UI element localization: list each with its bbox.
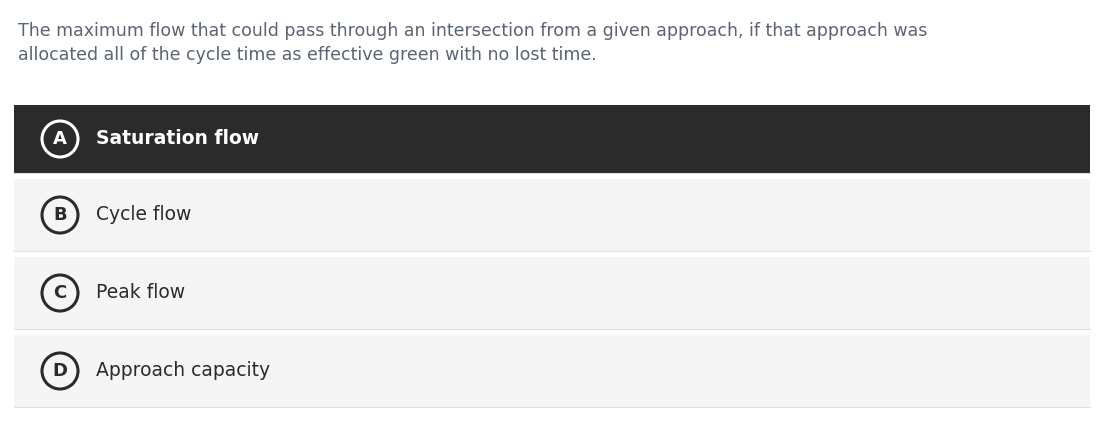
Text: A: A xyxy=(53,130,67,148)
Text: Approach capacity: Approach capacity xyxy=(96,362,270,381)
Circle shape xyxy=(42,353,78,389)
FancyBboxPatch shape xyxy=(14,179,1090,251)
Text: allocated all of the cycle time as effective green with no lost time.: allocated all of the cycle time as effec… xyxy=(18,46,597,64)
Circle shape xyxy=(42,197,78,233)
Text: C: C xyxy=(53,284,66,302)
Text: The maximum flow that could pass through an intersection from a given approach, : The maximum flow that could pass through… xyxy=(18,22,927,40)
Circle shape xyxy=(42,275,78,311)
FancyBboxPatch shape xyxy=(14,257,1090,329)
FancyBboxPatch shape xyxy=(14,335,1090,407)
Text: Peak flow: Peak flow xyxy=(96,283,185,302)
Circle shape xyxy=(42,121,78,157)
Text: B: B xyxy=(53,206,67,224)
Text: Saturation flow: Saturation flow xyxy=(96,130,259,149)
FancyBboxPatch shape xyxy=(14,105,1090,173)
Text: Cycle flow: Cycle flow xyxy=(96,206,191,225)
Text: D: D xyxy=(53,362,67,380)
